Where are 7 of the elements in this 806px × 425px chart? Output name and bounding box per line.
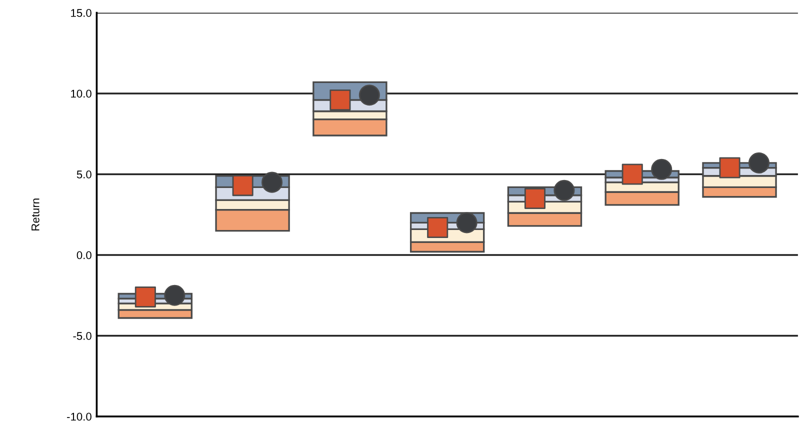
y-tick-label: 5.0 [76,170,92,178]
y-tick-label: -10.0 [67,412,92,421]
y-tick-label: 0.0 [76,251,92,260]
y-axis-title: Return [32,198,40,230]
y-tick-label: -5.0 [73,332,92,340]
y-tick-label: 10.0 [71,90,92,98]
y-tick-label: 15.0 [71,9,92,17]
